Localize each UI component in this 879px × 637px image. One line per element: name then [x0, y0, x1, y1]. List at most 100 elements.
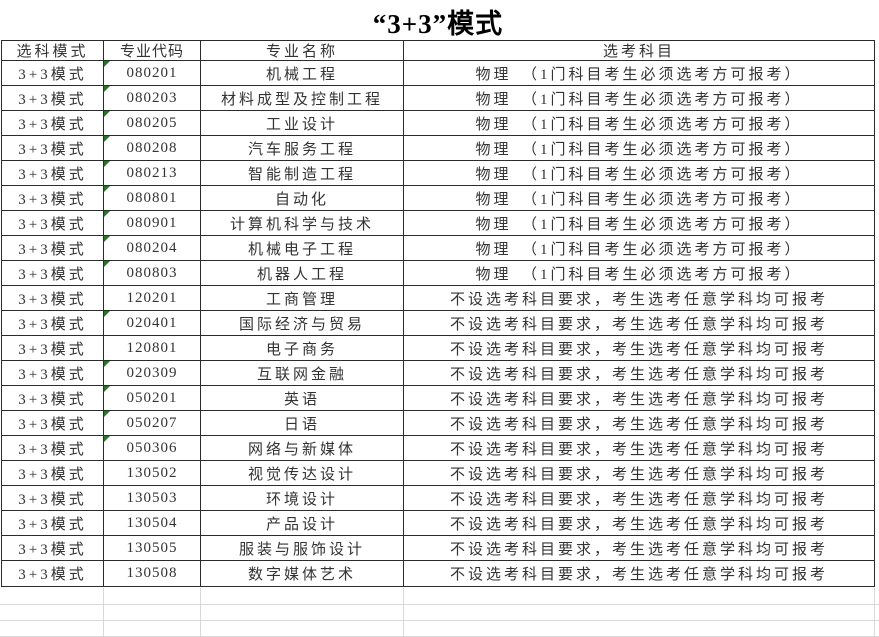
cell-subject[interactable]: 不设选考科目要求，考生选考任意学科均可报考	[449, 391, 828, 408]
cell-code[interactable]: 080213	[104, 161, 201, 185]
cell-major[interactable]: 汽车服务工程	[201, 136, 404, 160]
cell-major[interactable]: 产品设计	[201, 511, 404, 535]
cell-subject[interactable]: 物理 （1门科目考生必须选考方可报考）	[475, 216, 803, 233]
cell-major[interactable]: 数字媒体艺术	[201, 561, 404, 586]
cell-major[interactable]: 国际经济与贸易	[201, 311, 404, 335]
cell-code[interactable]: 050306	[104, 436, 201, 460]
cell-code[interactable]: 130505	[104, 536, 201, 560]
cell-code[interactable]: 080203	[104, 86, 201, 110]
cell-code[interactable]: 080205	[104, 111, 201, 135]
cell-code[interactable]: 120801	[104, 336, 201, 360]
cell-subject[interactable]: 不设选考科目要求，考生选考任意学科均可报考	[449, 291, 828, 308]
cell-code[interactable]: 120201	[104, 286, 201, 310]
cell-code[interactable]: 080208	[104, 136, 201, 160]
cell-mode[interactable]: 3+3模式	[2, 411, 104, 435]
cell-code[interactable]: 020401	[104, 311, 201, 335]
cell-mode[interactable]: 3+3模式	[2, 186, 104, 210]
cell-mode[interactable]: 3+3模式	[2, 61, 104, 85]
cell-major[interactable]: 智能制造工程	[201, 161, 404, 185]
cell-code[interactable]: 020309	[104, 361, 201, 385]
cell-code[interactable]: 080901	[104, 211, 201, 235]
cell-subject[interactable]: 物理 （1门科目考生必须选考方可报考）	[475, 266, 803, 283]
cell-code[interactable]: 050201	[104, 386, 201, 410]
table-row: 3+3模式 050207 日语 不设选考科目要求，考生选考任意学科均可报考	[2, 411, 874, 436]
cell-code[interactable]: 080803	[104, 261, 201, 285]
cell-major[interactable]: 服装与服饰设计	[201, 536, 404, 560]
cell-major[interactable]: 自动化	[201, 186, 404, 210]
col-header-major[interactable]: 专业名称	[201, 41, 404, 60]
cell-mode[interactable]: 3+3模式	[2, 511, 104, 535]
cell-subject[interactable]: 不设选考科目要求，考生选考任意学科均可报考	[449, 366, 828, 383]
col-header-subject[interactable]: 选考科目	[602, 44, 675, 60]
table-row: 3+3模式 130503 环境设计 不设选考科目要求，考生选考任意学科均可报考	[2, 486, 874, 511]
cell-mode[interactable]: 3+3模式	[2, 386, 104, 410]
cell-subject[interactable]: 不设选考科目要求，考生选考任意学科均可报考	[449, 541, 828, 558]
cell-subject[interactable]: 不设选考科目要求，考生选考任意学科均可报考	[449, 316, 828, 333]
cell-code[interactable]: 130503	[104, 486, 201, 510]
cell-major[interactable]: 材料成型及控制工程	[201, 86, 404, 110]
cell-code[interactable]: 130504	[104, 511, 201, 535]
cell-subject[interactable]: 不设选考科目要求，考生选考任意学科均可报考	[449, 491, 828, 508]
cell-mode[interactable]: 3+3模式	[2, 436, 104, 460]
col-header-code[interactable]: 专业代码	[104, 41, 201, 60]
cell-subject[interactable]: 物理 （1门科目考生必须选考方可报考）	[475, 141, 803, 158]
cell-subject[interactable]: 不设选考科目要求，考生选考任意学科均可报考	[449, 516, 828, 533]
cell-code[interactable]: 080201	[104, 61, 201, 85]
cell-subject[interactable]: 物理 （1门科目考生必须选考方可报考）	[475, 66, 803, 83]
cell-mode[interactable]: 3+3模式	[2, 336, 104, 360]
cell-mode[interactable]: 3+3模式	[2, 461, 104, 485]
cell-major[interactable]: 机械工程	[201, 61, 404, 85]
cell-mode[interactable]: 3+3模式	[2, 286, 104, 310]
table-row: 3+3模式 080801 自动化 物理 （1门科目考生必须选考方可报考）	[2, 186, 874, 211]
cell-subject[interactable]: 不设选考科目要求，考生选考任意学科均可报考	[449, 341, 828, 358]
cell-mode[interactable]: 3+3模式	[2, 536, 104, 560]
cell-major[interactable]: 工商管理	[201, 286, 404, 310]
cell-subject[interactable]: 不设选考科目要求，考生选考任意学科均可报考	[449, 567, 828, 583]
cell-subject[interactable]: 物理 （1门科目考生必须选考方可报考）	[475, 191, 803, 208]
cell-major[interactable]: 日语	[201, 411, 404, 435]
cell-subject[interactable]: 不设选考科目要求，考生选考任意学科均可报考	[449, 441, 828, 458]
cell-mode[interactable]: 3+3模式	[2, 136, 104, 160]
cell-subject[interactable]: 不设选考科目要求，考生选考任意学科均可报考	[449, 416, 828, 433]
cell-mode[interactable]: 3+3模式	[2, 111, 104, 135]
cell-mode[interactable]: 3+3模式	[2, 261, 104, 285]
cell-subject[interactable]: 物理 （1门科目考生必须选考方可报考）	[475, 116, 803, 133]
cell-code[interactable]: 080801	[104, 186, 201, 210]
cell-code[interactable]: 050207	[104, 411, 201, 435]
cell-mode[interactable]: 3+3模式	[2, 311, 104, 335]
col-header-mode[interactable]: 选科模式	[2, 41, 104, 60]
cell-major[interactable]: 计算机科学与技术	[201, 211, 404, 235]
cell-mode[interactable]: 3+3模式	[2, 486, 104, 510]
cell-subject[interactable]: 物理 （1门科目考生必须选考方可报考）	[475, 166, 803, 183]
cell-mode[interactable]: 3+3模式	[2, 361, 104, 385]
cell-major[interactable]: 工业设计	[201, 111, 404, 135]
table-row: 3+3模式 050306 网络与新媒体 不设选考科目要求，考生选考任意学科均可报考	[2, 436, 874, 461]
table-row: 3+3模式 020309 互联网金融 不设选考科目要求，考生选考任意学科均可报考	[2, 361, 874, 386]
cell-major[interactable]: 机器人工程	[201, 261, 404, 285]
cell-major[interactable]: 视觉传达设计	[201, 461, 404, 485]
cell-code[interactable]: 080204	[104, 236, 201, 260]
cell-major[interactable]: 电子商务	[201, 336, 404, 360]
cell-mode[interactable]: 3+3模式	[2, 561, 104, 586]
cell-subject[interactable]: 不设选考科目要求，考生选考任意学科均可报考	[449, 466, 828, 483]
cell-code[interactable]: 130508	[104, 561, 201, 586]
cell-subject[interactable]: 物理 （1门科目考生必须选考方可报考）	[475, 91, 803, 108]
cell-major[interactable]: 网络与新媒体	[201, 436, 404, 460]
cell-mode[interactable]: 3+3模式	[2, 86, 104, 110]
cell-mode[interactable]: 3+3模式	[2, 161, 104, 185]
cell-major[interactable]: 机械电子工程	[201, 236, 404, 260]
cell-mode[interactable]: 3+3模式	[2, 236, 104, 260]
cell-major[interactable]: 英语	[201, 386, 404, 410]
code-value: 130508	[126, 565, 178, 581]
text-format-triangle-icon	[104, 61, 110, 67]
table-row: 3+3模式 080201 机械工程 物理 （1门科目考生必须选考方可报考）	[2, 61, 874, 86]
table-row: 3+3模式 080204 机械电子工程 物理 （1门科目考生必须选考方可报考）	[2, 236, 874, 261]
cell-major[interactable]: 互联网金融	[201, 361, 404, 385]
text-format-triangle-icon	[104, 436, 110, 442]
cell-code[interactable]: 130502	[104, 461, 201, 485]
cell-mode[interactable]: 3+3模式	[2, 211, 104, 235]
cell-major[interactable]: 环境设计	[201, 486, 404, 510]
cell-subject[interactable]: 物理 （1门科目考生必须选考方可报考）	[475, 241, 803, 258]
table-row: 3+3模式 120801 电子商务 不设选考科目要求，考生选考任意学科均可报考	[2, 336, 874, 361]
